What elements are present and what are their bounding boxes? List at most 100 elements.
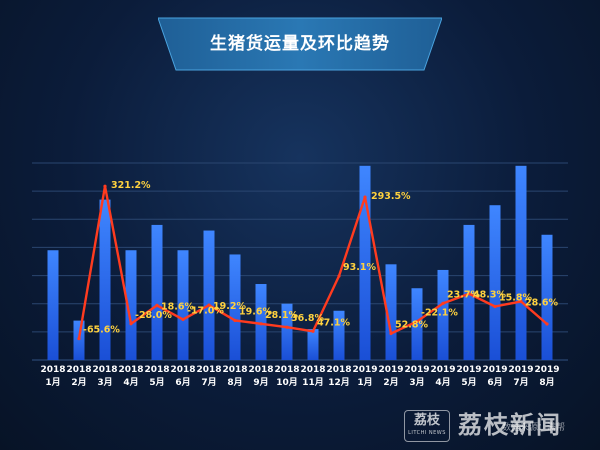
line-point [363, 195, 367, 199]
line-point [207, 303, 211, 307]
x-tick-year: 2019 [482, 365, 507, 375]
bar [541, 234, 553, 360]
data-label: 28.1% [265, 310, 298, 321]
line-point [545, 322, 549, 326]
x-tick-year: 2018 [40, 365, 65, 375]
bar [437, 269, 449, 360]
data-label: -17.0% [187, 305, 224, 316]
x-tick-month: 3月 [409, 377, 424, 388]
x-tick-year: 2018 [326, 365, 351, 375]
x-tick-year: 2018 [92, 365, 117, 375]
data-label: 93.1% [343, 262, 376, 273]
data-label: 47.1% [317, 317, 350, 328]
line-point [103, 184, 107, 188]
bar [411, 288, 423, 360]
x-tick-year: 2018 [300, 365, 325, 375]
x-tick-month: 5月 [149, 377, 164, 388]
x-tick-month: 2月 [71, 377, 86, 388]
data-label: 19.6% [239, 306, 272, 317]
line-point [441, 301, 445, 305]
x-tick-month: 8月 [539, 377, 554, 388]
line-point [519, 299, 523, 304]
bar [281, 303, 293, 360]
x-tick-year: 2018 [170, 365, 195, 375]
line-series [77, 184, 549, 341]
data-label: 23.7% [447, 289, 480, 300]
bar [151, 224, 163, 360]
x-tick-month: 9月 [253, 377, 268, 388]
line-point [181, 317, 185, 322]
bar [255, 284, 267, 360]
line-point [259, 322, 263, 326]
bar [489, 205, 501, 360]
bar [177, 250, 189, 360]
x-tick-month: 5月 [461, 377, 476, 388]
x-tick-month: 6月 [175, 377, 190, 388]
data-labels: -65.6%321.2%-28.0%18.6%-17.0%19.2%19.6%2… [83, 180, 558, 335]
watermark-name: 荔枝新闻 [458, 411, 562, 439]
data-label: -22.1% [421, 307, 458, 318]
chart-title: 生猪货运量及环比趋势 [210, 34, 390, 54]
x-tick-month: 4月 [123, 377, 138, 388]
x-tick-month: 7月 [201, 377, 216, 388]
x-tick-year: 2019 [430, 365, 455, 375]
watermark-logo: 荔枝 LITCHI NEWS [404, 410, 450, 442]
x-tick-year: 2018 [248, 365, 273, 375]
bar [47, 250, 59, 360]
line-point [233, 318, 237, 323]
bar [307, 329, 319, 360]
line-point [129, 322, 133, 326]
data-label: 19.2% [213, 301, 246, 312]
data-label: 48.3% [473, 290, 506, 301]
title-banner-shape [158, 17, 442, 71]
line-point [389, 331, 393, 336]
data-label: 28.6% [525, 297, 558, 308]
bar [385, 264, 397, 360]
grid-lines [32, 162, 568, 361]
x-tick-year: 2018 [118, 365, 143, 375]
x-tick-year: 2018 [66, 365, 91, 375]
watermark-logo-text: 荔枝 [413, 413, 440, 428]
x-tick-year: 2019 [534, 365, 559, 375]
bar [229, 254, 241, 360]
line-point [77, 336, 81, 341]
data-label: 52.8% [395, 320, 428, 331]
x-tick-month: 1月 [357, 377, 372, 388]
x-tick-year: 2019 [508, 365, 533, 375]
line-point [467, 292, 471, 296]
x-tick-year: 2019 [404, 365, 429, 375]
line-point [155, 303, 159, 307]
bar-series [47, 165, 553, 360]
x-tick-month: 2月 [383, 377, 398, 388]
bar [333, 310, 345, 360]
line-point [337, 274, 341, 278]
x-tick-month: 7月 [513, 377, 528, 388]
x-tick-month: 3月 [97, 377, 112, 388]
x-tick-month: 4月 [435, 377, 450, 388]
x-tick-year: 2018 [274, 365, 299, 375]
bar [515, 165, 527, 360]
bar [73, 320, 85, 360]
x-tick-month: 8月 [227, 377, 242, 388]
bar [99, 199, 111, 360]
x-tick-month: 11月 [302, 377, 324, 388]
watermark-logo-subtext: LITCHI NEWS [408, 430, 446, 436]
data-label: 293.5% [371, 191, 411, 202]
x-tick-month: 12月 [328, 377, 350, 388]
x-tick-month: 1月 [45, 377, 60, 388]
line-point [493, 304, 497, 309]
line-point [415, 319, 419, 324]
data-label: 36.8% [291, 313, 324, 324]
data-label: 15.8% [499, 292, 532, 303]
data-label: 18.6% [161, 301, 194, 312]
line-point [285, 325, 289, 329]
x-tick-year: 2019 [378, 365, 403, 375]
x-tick-month: 6月 [487, 377, 502, 388]
x-tick-year: 2018 [144, 365, 169, 375]
source-note: 数据来源：满帮 [502, 423, 566, 433]
data-label: -65.6% [83, 325, 120, 336]
watermark: 荔枝 LITCHI NEWS 荔枝新闻 [404, 408, 594, 444]
title-banner: 生猪货运量及环比趋势 [158, 16, 442, 72]
bar [359, 165, 371, 360]
